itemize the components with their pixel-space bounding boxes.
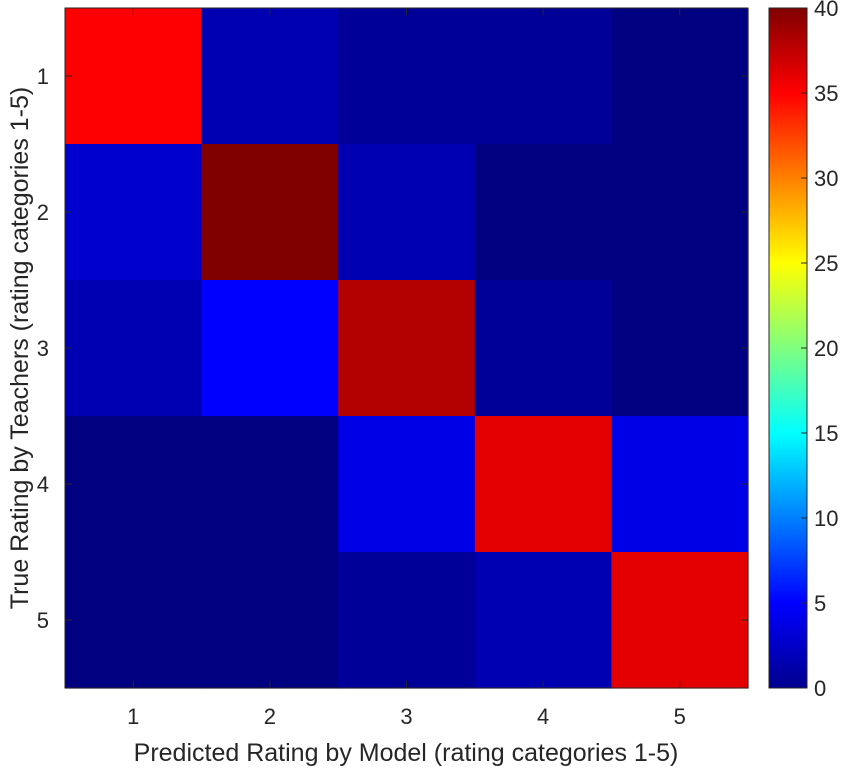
colorbar-tick-label: 35 <box>814 81 838 106</box>
cell-true-4-pred-5 <box>611 416 749 553</box>
y-tick-label: 1 <box>37 64 49 89</box>
colorbar-tick-label: 25 <box>814 251 838 276</box>
x-axis-label: Predicted Rating by Model (rating catego… <box>134 739 679 767</box>
cell-true-3-pred-4 <box>474 280 612 417</box>
cell-true-2-pred-2 <box>201 144 339 281</box>
cell-true-3-pred-5 <box>611 280 749 417</box>
y-axis-label: True Rating by Teachers (rating categori… <box>6 87 34 609</box>
cell-true-5-pred-5 <box>611 552 749 689</box>
x-tick-label: 4 <box>537 704 549 729</box>
colorbar-tick-label: 5 <box>814 591 826 616</box>
y-axis-ticks: 1 2 3 4 5 <box>37 64 748 633</box>
cell-true-1-pred-2 <box>201 8 339 145</box>
cell-true-2-pred-5 <box>611 144 749 281</box>
cell-true-4-pred-2 <box>201 416 339 553</box>
colorbar <box>768 7 808 689</box>
y-tick-label: 2 <box>37 200 49 225</box>
cell-true-3-pred-1 <box>65 280 203 417</box>
colorbar-tick-label: 0 <box>814 676 826 701</box>
colorbar-tick-label: 10 <box>814 506 838 531</box>
colorbar-tick-label: 15 <box>814 421 838 446</box>
cell-true-5-pred-2 <box>201 552 339 689</box>
cell-true-5-pred-3 <box>338 552 476 689</box>
cell-true-3-pred-3 <box>338 280 476 417</box>
x-tick-label: 3 <box>400 704 412 729</box>
cell-true-1-pred-4 <box>474 8 612 145</box>
cell-true-4-pred-3 <box>338 416 476 553</box>
cell-true-1-pred-3 <box>338 8 476 145</box>
colorbar-ticks: 0 5 10 15 20 25 30 35 40 <box>801 0 838 701</box>
y-tick-label: 3 <box>37 336 49 361</box>
cell-true-1-pred-1 <box>65 8 203 145</box>
y-tick-label: 4 <box>37 472 49 497</box>
cell-true-5-pred-1 <box>65 552 203 689</box>
cell-true-4-pred-1 <box>65 416 203 553</box>
x-tick-label: 1 <box>127 704 139 729</box>
heatmap-cells <box>65 8 749 689</box>
cell-true-4-pred-4 <box>474 416 612 553</box>
colorbar-tick-label: 20 <box>814 336 838 361</box>
cell-true-1-pred-5 <box>611 8 749 145</box>
x-tick-label: 5 <box>674 704 686 729</box>
colorbar-tick-label: 30 <box>814 166 838 191</box>
x-tick-label: 2 <box>264 704 276 729</box>
cell-true-3-pred-2 <box>201 280 339 417</box>
cell-true-5-pred-4 <box>474 552 612 689</box>
x-axis-ticks: 1 2 3 4 5 <box>127 8 686 729</box>
colorbar-tick-label: 40 <box>814 0 838 21</box>
cell-true-2-pred-4 <box>474 144 612 281</box>
cell-true-2-pred-1 <box>65 144 203 281</box>
cell-true-2-pred-3 <box>338 144 476 281</box>
y-tick-label: 5 <box>37 608 49 633</box>
